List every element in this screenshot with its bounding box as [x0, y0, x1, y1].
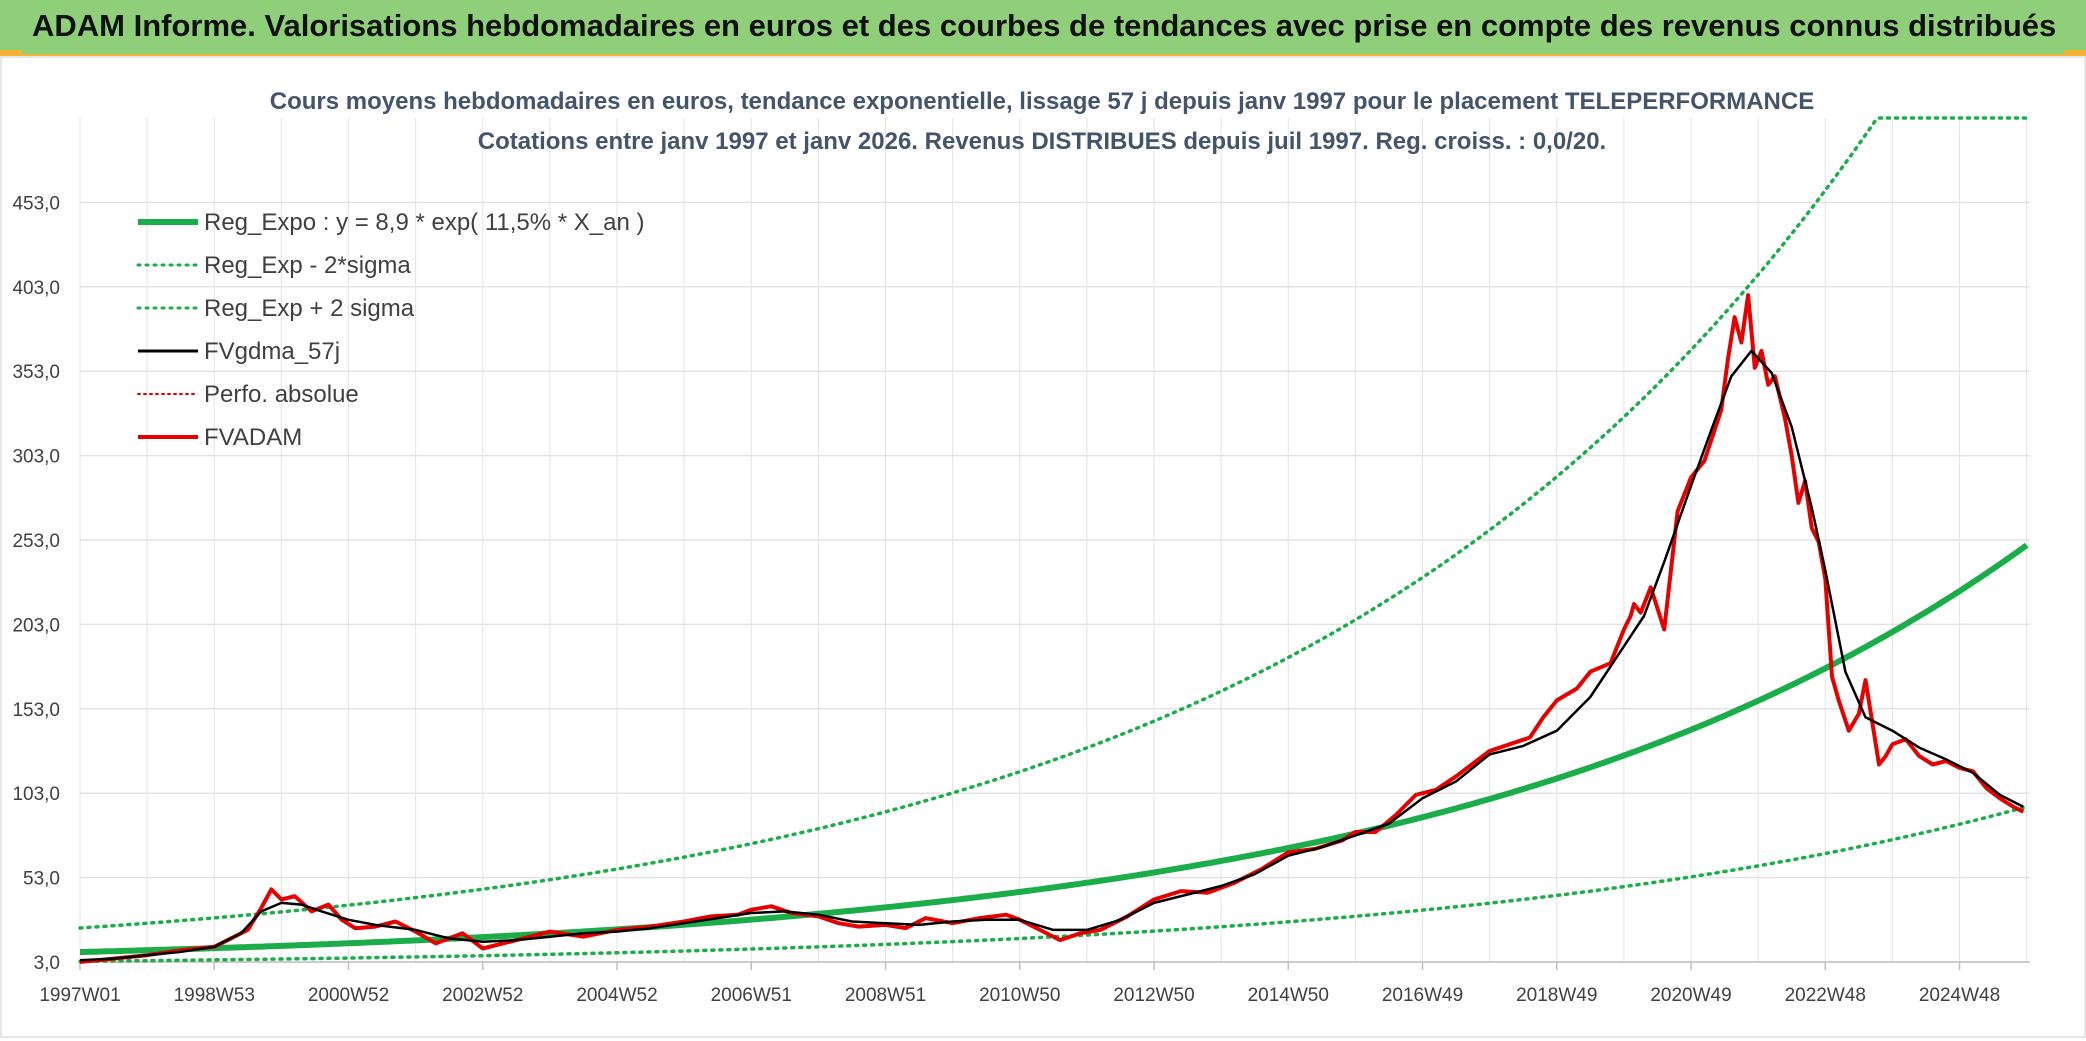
x-tick-label: 2016W49 — [1382, 985, 1463, 1006]
legend-label: FVADAM — [204, 424, 302, 451]
x-tick-label: 2002W52 — [442, 985, 523, 1006]
x-tick-label: 1997W01 — [39, 985, 120, 1006]
y-tick-label: 253,0 — [12, 531, 60, 552]
x-tick-label: 2004W52 — [576, 985, 657, 1006]
report-banner: ADAM Informe. Valorisations hebdomadaire… — [0, 0, 2086, 56]
chart-grid — [79, 118, 2030, 963]
y-tick-label: 303,0 — [12, 447, 60, 468]
y-tick-label: 203,0 — [12, 615, 60, 636]
x-tick-label: 2000W52 — [308, 985, 389, 1006]
legend-label: Perfo. absolue — [204, 381, 359, 408]
x-tick-label: 2006W51 — [711, 985, 792, 1006]
x-axis-ticks: 1997W01 1998W53 2000W52 2002W52 2004W52 2006W… — [39, 962, 2000, 1006]
report-title: ADAM Informe. Valorisations hebdomadaire… — [32, 8, 2057, 43]
y-axis-ticks: 3,0 53,0 103,0 153,0 203,0 253,0 303,0 353,0 403… — [12, 193, 60, 974]
chart-area: Cours moyens hebdomadaires en euros, ten… — [0, 56, 2086, 1038]
legend-label: Reg_Expo : y = 8,9 * exp( 11,5% * X_an ) — [204, 209, 644, 236]
x-tick-label: 1998W53 — [174, 985, 255, 1006]
y-tick-label: 3,0 — [34, 953, 60, 974]
right-accent-mark — [2064, 50, 2086, 56]
x-tick-label: 2024W48 — [1919, 985, 2000, 1006]
reg-expo-line — [80, 542, 2029, 955]
line-chart: Cours moyens hebdomadaires en euros, ten… — [12, 88, 2030, 1006]
x-tick-label: 2022W48 — [1785, 985, 1866, 1006]
reg-exp-plus-2sigma-line — [78, 116, 2029, 930]
left-accent-mark — [0, 50, 22, 56]
fvadam-line — [79, 293, 2025, 964]
chart-legend: Reg_Expo : y = 8,9 * exp( 11,5% * X_an )… — [136, 209, 644, 451]
y-tick-label: 353,0 — [12, 362, 60, 383]
chart-title: Cours moyens hebdomadaires en euros, ten… — [270, 88, 1814, 115]
chart-series — [78, 116, 2029, 964]
fvgdma-57j-line — [79, 349, 2024, 962]
legend-label: FVgdma_57j — [204, 338, 340, 365]
x-tick-label: 2012W50 — [1113, 985, 1194, 1006]
chart-subtitle: Cotations entre janv 1997 et janv 2026. … — [478, 128, 1606, 155]
y-tick-label: 103,0 — [12, 784, 60, 805]
y-tick-label: 153,0 — [12, 700, 60, 721]
x-tick-label: 2020W49 — [1650, 985, 1731, 1006]
x-tick-label: 2014W50 — [1248, 985, 1329, 1006]
y-tick-label: 453,0 — [12, 193, 60, 214]
reg-exp-minus-2sigma-line — [78, 805, 2029, 964]
x-tick-label: 2010W50 — [979, 985, 1060, 1006]
x-tick-label: 2008W51 — [845, 985, 926, 1006]
legend-label: Reg_Exp + 2 sigma — [204, 295, 415, 322]
legend-label: Reg_Exp - 2*sigma — [204, 252, 411, 279]
y-tick-label: 53,0 — [23, 869, 60, 890]
x-tick-label: 2018W49 — [1516, 985, 1597, 1006]
y-tick-label: 403,0 — [12, 278, 60, 299]
